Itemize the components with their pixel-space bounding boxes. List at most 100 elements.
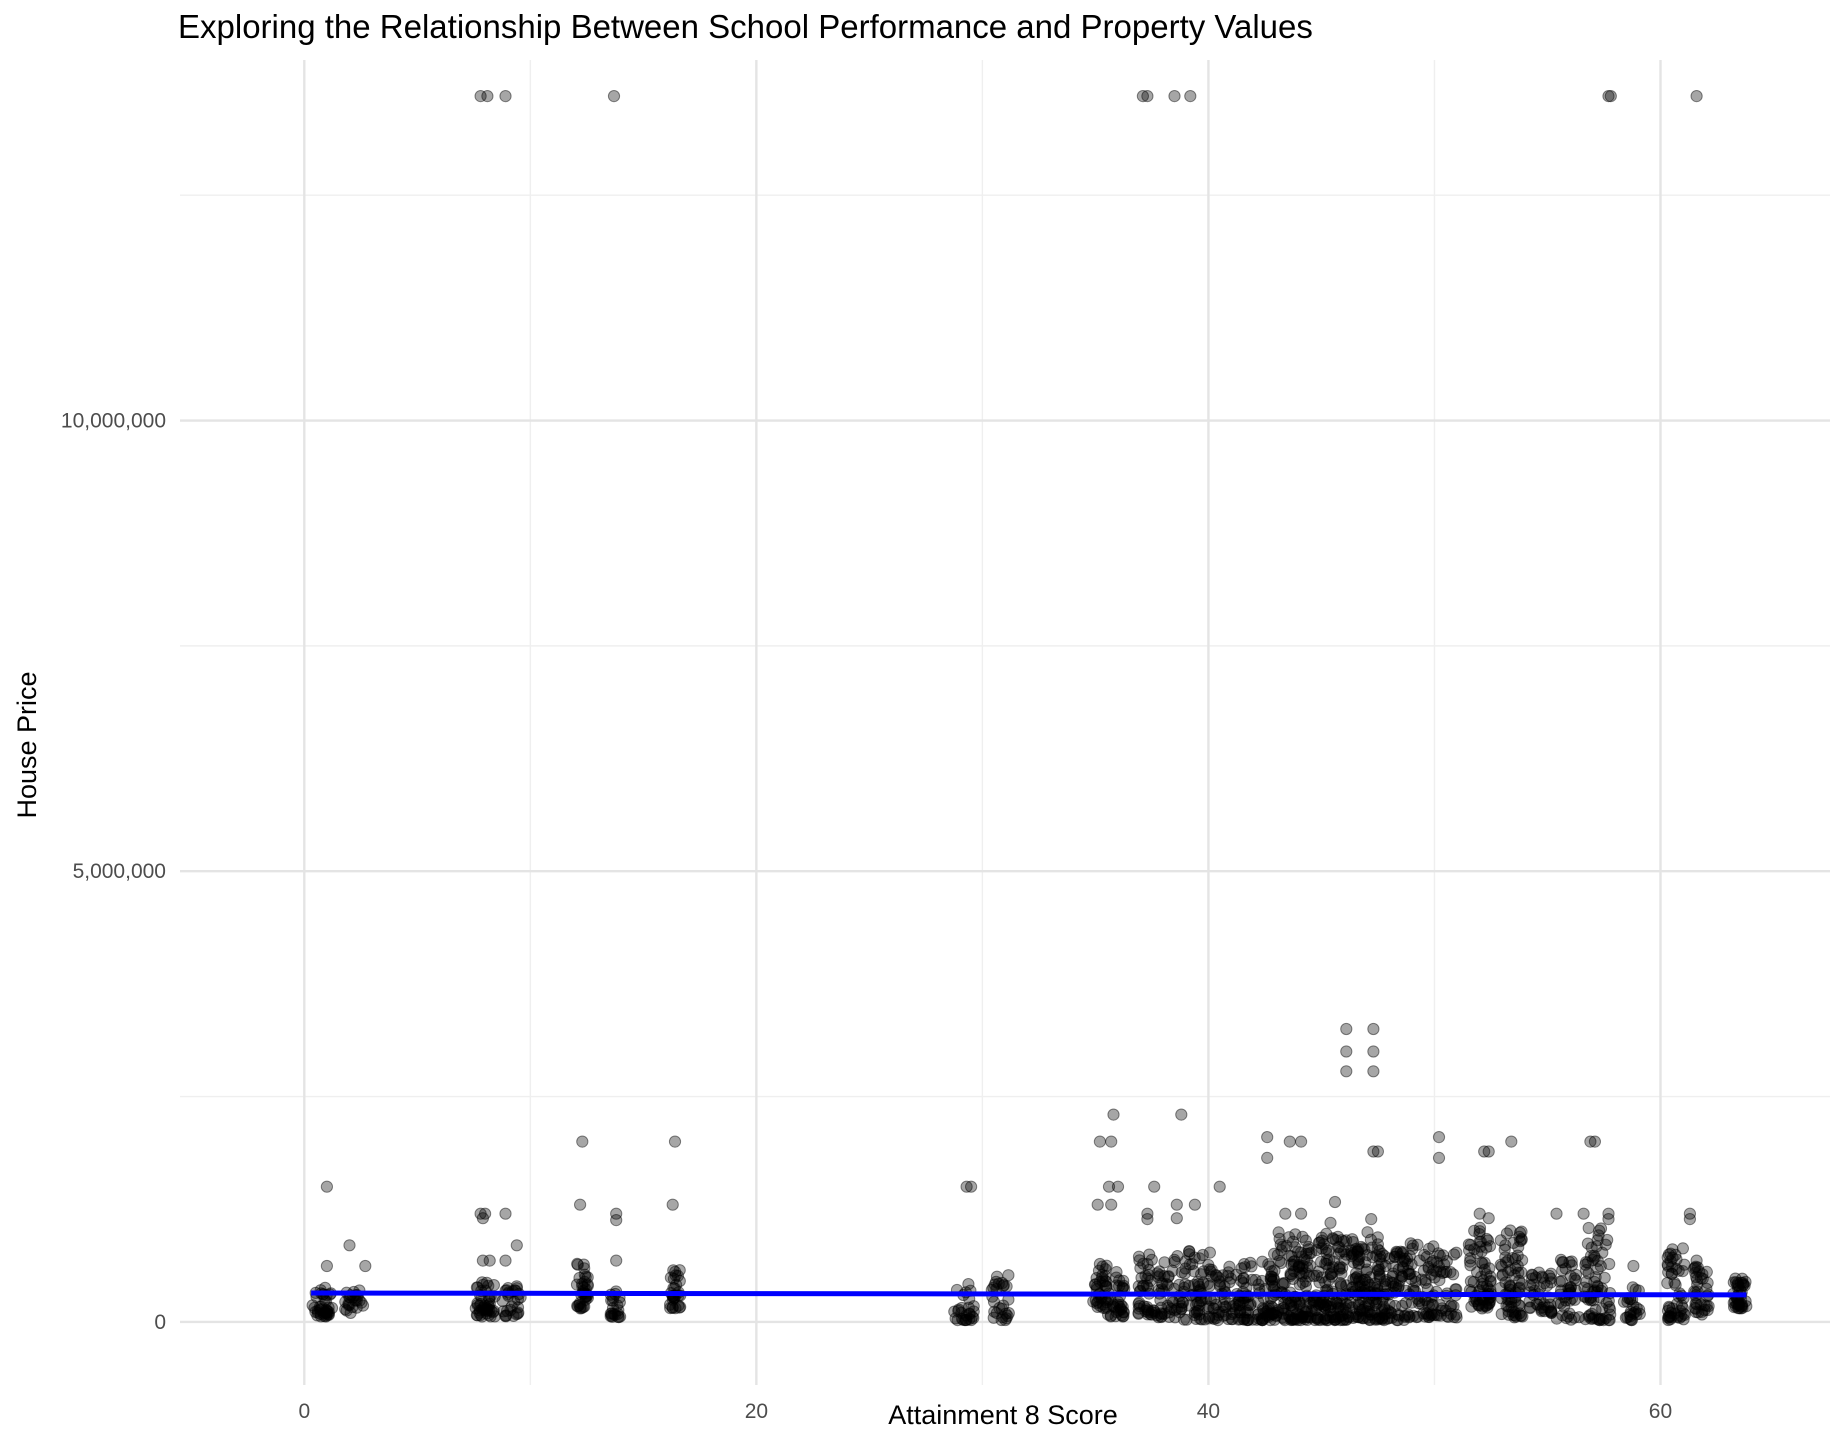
data-point: [1550, 1312, 1563, 1325]
data-point: [1334, 1302, 1347, 1315]
data-point: [1430, 1265, 1443, 1278]
data-point: [480, 1304, 494, 1318]
data-point: [669, 1269, 682, 1282]
data-point: [1133, 1300, 1146, 1313]
data-point: [1430, 1308, 1443, 1321]
data-point: [1603, 1303, 1617, 1316]
data-point: [1113, 1274, 1126, 1287]
data-point: [1433, 1249, 1446, 1262]
data-point: [1323, 1262, 1336, 1275]
data-point: [1552, 1296, 1565, 1309]
data-point: [1335, 1267, 1348, 1280]
data-point: [581, 1278, 594, 1291]
data-point: [1093, 1276, 1107, 1289]
data-point: [488, 1310, 501, 1323]
data-point: [1262, 1302, 1275, 1315]
data-point: [1239, 1306, 1252, 1319]
data-point: [1523, 1295, 1536, 1308]
data-point: [1365, 1241, 1379, 1254]
data-point: [1324, 1267, 1337, 1281]
data-point: [1556, 1264, 1569, 1277]
data-point: [1151, 1267, 1164, 1280]
data-point: [1577, 1207, 1590, 1220]
data-point: [1361, 1249, 1374, 1262]
data-point: [1268, 1247, 1281, 1261]
data-point: [1114, 1302, 1127, 1316]
data-point: [1349, 1310, 1362, 1323]
data-point: [1317, 1300, 1330, 1313]
data-point: [1413, 1254, 1426, 1267]
data-point: [1278, 1297, 1291, 1310]
data-point: [1266, 1301, 1279, 1314]
data-point: [1291, 1307, 1304, 1320]
data-point: [577, 1300, 590, 1314]
data-point: [1689, 1260, 1702, 1273]
data-point: [1235, 1274, 1248, 1288]
data-point: [1168, 90, 1181, 103]
data-point: [1302, 1311, 1315, 1324]
data-point: [1516, 1310, 1529, 1323]
data-point: [578, 1275, 591, 1289]
data-point: [995, 1302, 1009, 1316]
x-tick-label: 60: [1649, 1400, 1672, 1423]
data-point: [1398, 1310, 1412, 1323]
data-point: [1663, 1301, 1676, 1315]
data-point: [1249, 1273, 1262, 1287]
data-point: [1471, 1247, 1484, 1260]
data-point: [1315, 1255, 1328, 1269]
data-point: [1267, 1271, 1280, 1284]
data-point: [1509, 1252, 1522, 1266]
data-point: [996, 1276, 1009, 1290]
data-point: [487, 1304, 500, 1318]
data-point: [1346, 1233, 1359, 1246]
data-point: [666, 1198, 679, 1211]
data-point: [499, 90, 512, 103]
data-point: [1664, 1306, 1678, 1320]
data-point: [1143, 1248, 1156, 1261]
data-point: [1701, 1303, 1714, 1317]
data-point: [1190, 1312, 1203, 1326]
data-point: [1513, 1230, 1526, 1244]
data-point: [996, 1311, 1009, 1324]
data-point: [1337, 1235, 1351, 1248]
data-point: [1529, 1271, 1542, 1284]
data-point: [1401, 1258, 1414, 1271]
data-point: [479, 1207, 492, 1220]
data-point: [1283, 1310, 1296, 1323]
data-point: [1352, 1310, 1365, 1324]
data-point: [1696, 1272, 1709, 1285]
data-point: [1244, 1256, 1257, 1269]
data-point: [1619, 1311, 1633, 1324]
data-point: [1340, 1234, 1353, 1247]
data-point: [1350, 1271, 1363, 1284]
data-point: [1505, 1135, 1518, 1148]
data-point: [309, 1305, 322, 1319]
data-point: [963, 1308, 976, 1321]
data-point: [1287, 1255, 1300, 1269]
data-point: [1383, 1312, 1396, 1325]
data-point: [1270, 1309, 1283, 1322]
data-point: [578, 1268, 591, 1281]
data-point: [484, 1310, 497, 1323]
data-point: [1417, 1264, 1431, 1278]
data-point: [1090, 1272, 1103, 1285]
data-point: [1353, 1250, 1366, 1263]
data-point: [1264, 1314, 1277, 1327]
data-point: [1152, 1311, 1165, 1324]
data-point: [1153, 1269, 1166, 1282]
data-point: [1604, 1308, 1617, 1321]
data-point: [1465, 1300, 1478, 1313]
data-point: [1671, 1309, 1684, 1322]
data-point: [1376, 1303, 1389, 1316]
data-point: [1285, 1268, 1298, 1281]
data-point: [1334, 1245, 1347, 1258]
data-point: [1161, 1299, 1174, 1312]
data-point: [1344, 1244, 1357, 1257]
data-point: [614, 1310, 627, 1323]
data-point: [1261, 1131, 1274, 1144]
data-point: [1422, 1260, 1435, 1274]
data-point: [1296, 1230, 1309, 1244]
data-point: [1102, 1308, 1115, 1321]
data-point: [1099, 1275, 1112, 1288]
data-point: [1556, 1309, 1569, 1322]
